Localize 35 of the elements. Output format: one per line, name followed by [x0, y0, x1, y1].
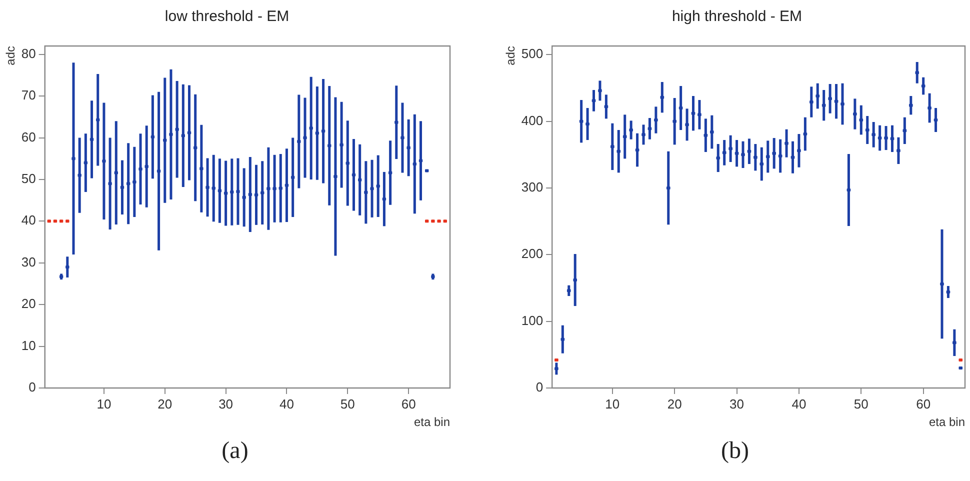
x-axis-title: eta bin	[414, 415, 450, 430]
x-tick-label: 10	[605, 396, 620, 412]
y-tick-label: 0	[28, 380, 36, 395]
chart-title: low threshold - EM	[164, 8, 290, 26]
y-axis-title: adc	[4, 46, 18, 66]
y-axis-title: adc	[504, 46, 518, 66]
x-tick-label: 60	[401, 396, 416, 412]
x-tick-label: 30	[218, 396, 234, 412]
y-tick-label: 20	[21, 296, 36, 312]
y-tick-label: 80	[21, 46, 36, 61]
x-tick-label: 10	[96, 396, 112, 412]
y-tick-label: 0	[536, 380, 544, 395]
chart-title: high threshold - EM	[672, 8, 802, 26]
text: (a)	[220, 438, 250, 465]
x-tick-label: 40	[279, 396, 294, 412]
x-tick-label: 40	[792, 396, 806, 412]
y-tick-label: 40	[21, 212, 36, 228]
y-tick-label: 50	[21, 171, 36, 186]
x-tick-label: 20	[667, 396, 682, 412]
x-tick-label: 20	[158, 396, 172, 412]
y-tick-label: 60	[21, 129, 36, 144]
x-tick-label: 50	[340, 396, 355, 412]
y-tick-label: 10	[21, 338, 36, 353]
y-tick-label: 500	[521, 46, 544, 62]
x-tick-label: 30	[730, 396, 744, 412]
y-tick-label: 70	[21, 88, 36, 103]
y-tick-label: 100	[521, 312, 544, 328]
y-tick-label: 200	[521, 246, 544, 262]
text: (b)	[720, 438, 750, 465]
x-tick-label: 50	[854, 396, 868, 412]
x-tick-label: 60	[916, 396, 931, 412]
y-tick-label: 400	[521, 112, 544, 128]
x-axis-title: eta bin	[928, 415, 965, 430]
y-tick-label: 30	[21, 254, 36, 270]
y-tick-label: 300	[521, 180, 544, 195]
